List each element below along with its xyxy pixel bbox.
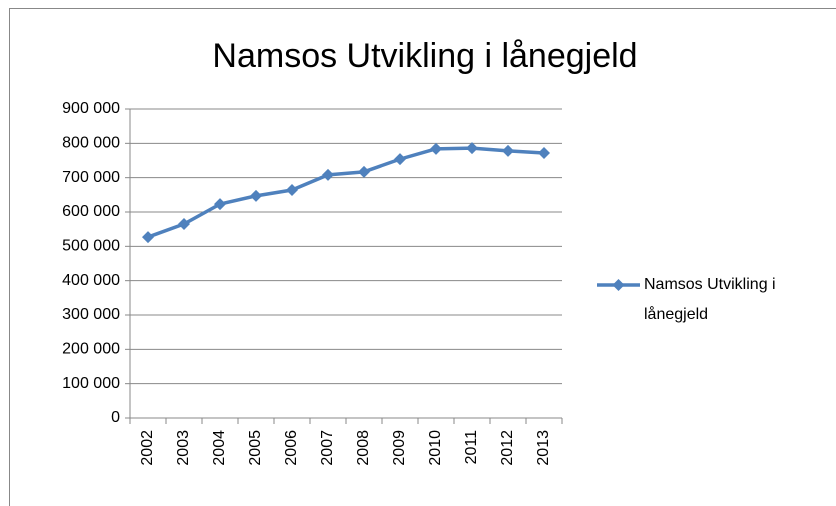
- point-marker: [178, 218, 190, 231]
- x-tick-label: 2012: [499, 430, 516, 466]
- legend-marker: [612, 279, 625, 291]
- y-tick-label: 300 000: [62, 306, 120, 323]
- point-marker: [358, 165, 370, 178]
- legend-label: Namsos Utvikling i lånegjeld: [644, 276, 776, 323]
- y-tick-label: 100 000: [62, 375, 120, 392]
- point-marker: [430, 142, 442, 155]
- y-tick-label: 800 000: [62, 135, 120, 152]
- x-tick-label: 2008: [355, 430, 372, 466]
- point-marker: [538, 146, 550, 159]
- y-tick-label: 500 000: [62, 238, 120, 255]
- x-tick-label: 2003: [175, 430, 192, 466]
- x-tick-label: 2007: [319, 430, 336, 466]
- point-marker: [322, 168, 334, 181]
- y-tick-label: 700 000: [62, 169, 120, 186]
- y-tick-label: 400 000: [62, 272, 120, 289]
- point-marker: [286, 184, 298, 197]
- y-tick-label: 900 000: [62, 100, 120, 117]
- chart-border: [9, 8, 836, 506]
- x-tick-label: 2009: [391, 430, 408, 466]
- x-tick-label: 2013: [535, 430, 552, 466]
- point-marker: [214, 198, 226, 211]
- chart-title: Namsos Utvikling i lånegjeld: [212, 37, 637, 75]
- x-tick-label: 2010: [427, 430, 444, 466]
- point-marker: [466, 142, 478, 155]
- x-tick-label: 2006: [283, 430, 300, 466]
- x-tick-label: 2005: [247, 430, 264, 466]
- x-tick-label: 2004: [211, 430, 228, 466]
- point-marker: [394, 153, 406, 166]
- x-tick-label: 2002: [139, 430, 156, 466]
- point-marker: [250, 189, 262, 202]
- y-tick-label: 0: [111, 409, 120, 426]
- y-tick-label: 200 000: [62, 341, 120, 358]
- series-line: [147, 146, 545, 239]
- point-marker: [502, 144, 514, 157]
- point-marker: [142, 231, 154, 244]
- y-tick-label: 600 000: [62, 203, 120, 220]
- x-tick-label: 2011: [463, 430, 480, 465]
